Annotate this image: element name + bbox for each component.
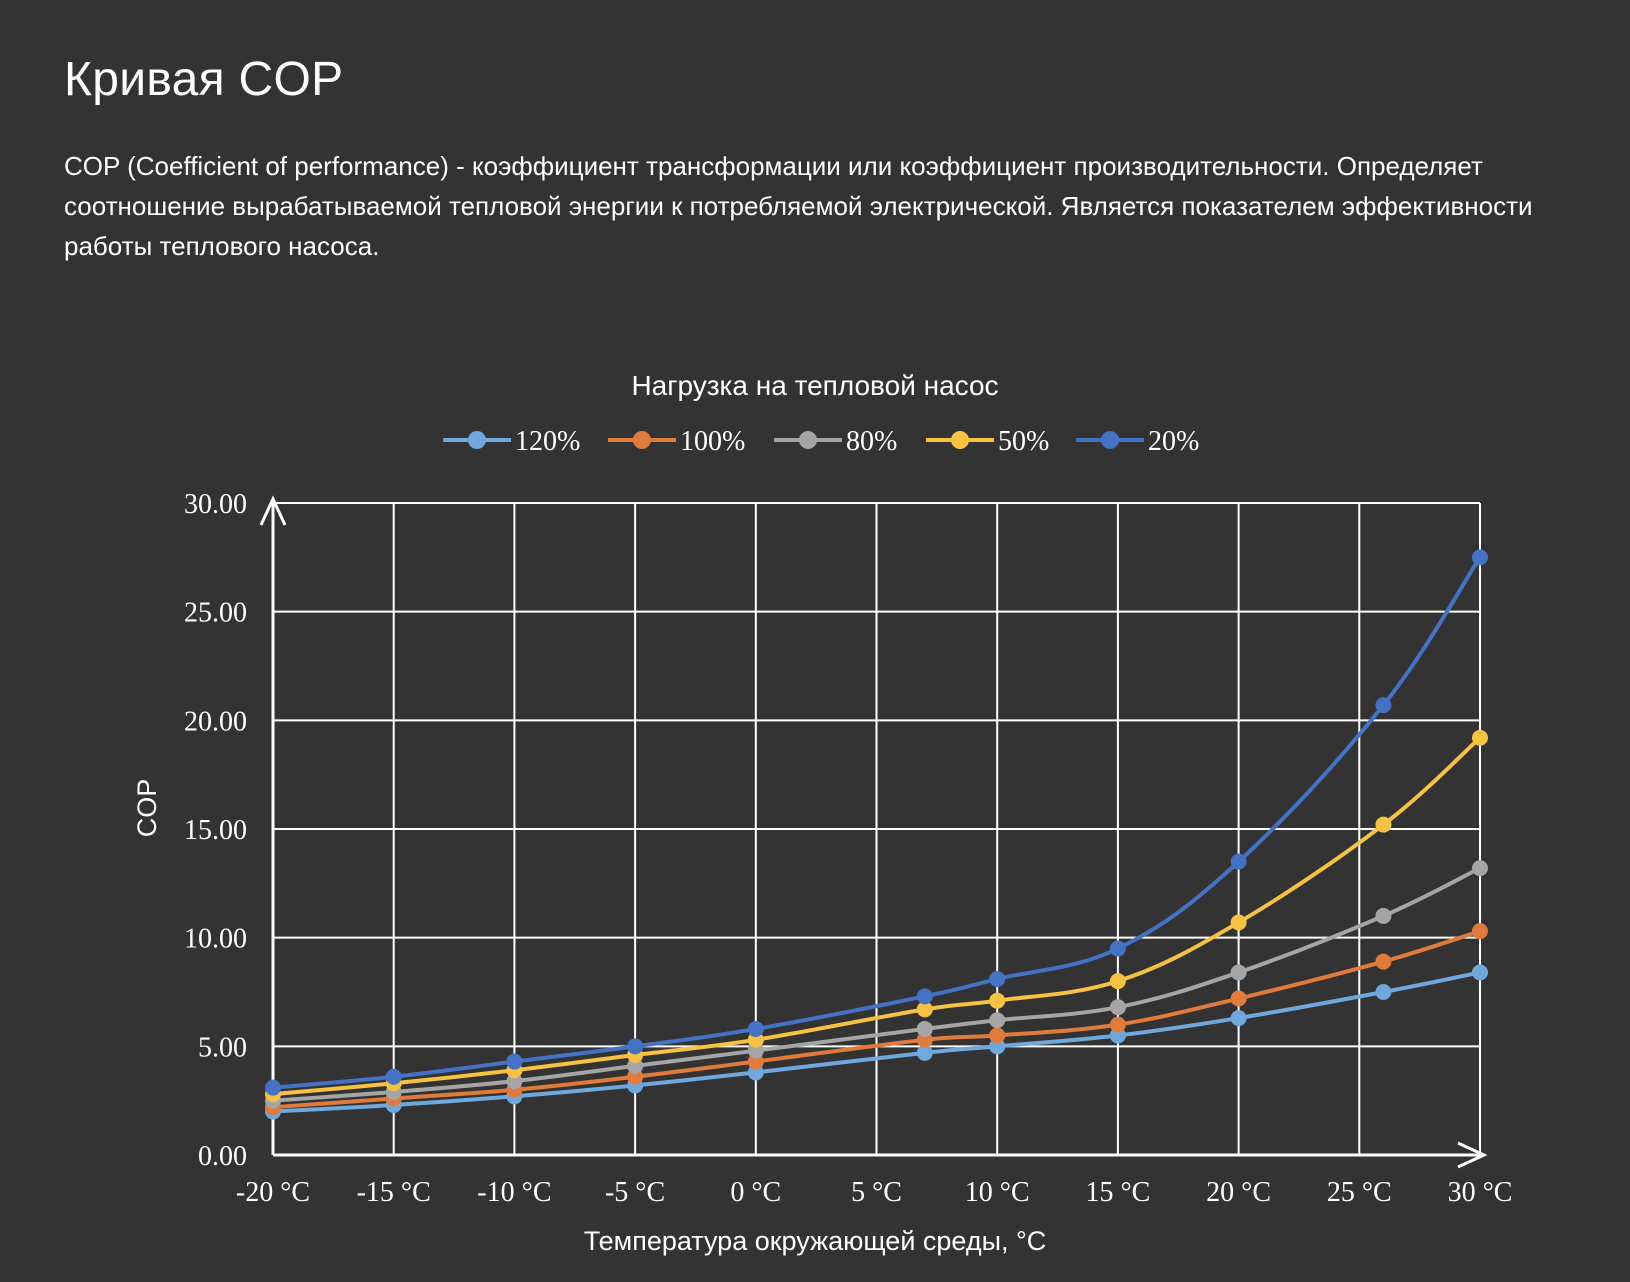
x-tick-label: 5 °C bbox=[851, 1177, 902, 1208]
y-tick-label: 5.00 bbox=[198, 1032, 247, 1063]
data-point bbox=[1230, 964, 1247, 981]
data-point bbox=[1109, 1016, 1126, 1033]
series-line bbox=[272, 929, 1481, 1110]
x-tick-label: 30 °C bbox=[1448, 1177, 1513, 1208]
y-tick-label: 20.00 bbox=[184, 706, 247, 737]
y-tick-label: 30.00 bbox=[184, 489, 247, 520]
data-point bbox=[265, 1079, 281, 1096]
data-point bbox=[916, 1001, 933, 1018]
x-tick-label: -10 °C bbox=[477, 1177, 551, 1208]
legend-marker bbox=[799, 431, 817, 449]
x-axis-label: Температура окружающей среды, °C bbox=[584, 1226, 1047, 1256]
data-point bbox=[1375, 907, 1392, 924]
y-tick-label: 0.00 bbox=[198, 1141, 247, 1172]
y-tick-label: 15.00 bbox=[184, 815, 247, 846]
data-point bbox=[916, 1044, 933, 1061]
y-tick-labels: 0.00 5.00 10.00 15.00 20.00 25.00 30.00 bbox=[184, 489, 247, 1172]
data-point bbox=[627, 1038, 644, 1055]
y-axis-arrow bbox=[259, 495, 287, 526]
y-tick-label: 25.00 bbox=[184, 598, 247, 629]
data-point bbox=[989, 1027, 1006, 1044]
legend-label: 80% bbox=[846, 426, 897, 457]
data-point bbox=[916, 988, 933, 1005]
legend-label: 120% bbox=[515, 426, 580, 457]
legend-marker bbox=[951, 431, 969, 449]
data-point bbox=[916, 1020, 933, 1037]
chart-legend: 120% 100% 80% 50% 20% bbox=[443, 426, 1199, 457]
legend-label: 50% bbox=[998, 426, 1049, 457]
x-tick-label: 15 °C bbox=[1085, 1177, 1150, 1208]
data-point bbox=[1109, 973, 1126, 990]
data-point bbox=[1472, 549, 1488, 566]
chart-title: Нагрузка на тепловой насос bbox=[631, 370, 998, 401]
y-tick-label: 10.00 bbox=[184, 924, 247, 955]
x-tick-label: -15 °C bbox=[357, 1177, 431, 1208]
page-description: COP (Coefficient of performance) - коэфф… bbox=[64, 151, 1533, 261]
data-point bbox=[1230, 914, 1247, 931]
x-tick-label: 10 °C bbox=[965, 1177, 1030, 1208]
data-point bbox=[1472, 729, 1488, 746]
data-point bbox=[989, 970, 1006, 987]
data-point bbox=[1472, 860, 1488, 877]
axes bbox=[259, 495, 1488, 1169]
data-point bbox=[506, 1053, 523, 1070]
data-point bbox=[1472, 964, 1488, 981]
data-point bbox=[1375, 984, 1392, 1000]
series-20pct bbox=[265, 549, 1488, 1096]
x-tick-label: 20 °C bbox=[1206, 1177, 1271, 1208]
data-point bbox=[1230, 853, 1247, 870]
x-tick-label: -5 °C bbox=[605, 1177, 665, 1208]
data-point bbox=[989, 992, 1006, 1009]
data-point bbox=[1472, 923, 1488, 940]
series-lines bbox=[265, 549, 1488, 1120]
data-point bbox=[1375, 816, 1392, 833]
legend-marker bbox=[468, 431, 486, 449]
legend-label: 20% bbox=[1148, 426, 1199, 457]
data-point bbox=[747, 1020, 764, 1037]
legend-item: 100% bbox=[608, 426, 745, 457]
x-tick-label: -20 °C bbox=[236, 1177, 310, 1208]
page-title: Кривая COP bbox=[64, 53, 344, 106]
data-point bbox=[1375, 697, 1392, 714]
legend-marker bbox=[633, 431, 651, 449]
data-point bbox=[1109, 940, 1126, 957]
series-line bbox=[272, 866, 1481, 1103]
legend-item: 20% bbox=[1076, 426, 1199, 457]
legend-item: 80% bbox=[774, 426, 897, 457]
data-point bbox=[1109, 999, 1126, 1016]
legend-label: 100% bbox=[680, 426, 745, 457]
x-tick-labels: -20 °C -15 °C -10 °C -5 °C 0 °C 5 °C 10 °C 15 °… bbox=[236, 1177, 1513, 1208]
x-axis-arrow bbox=[1457, 1141, 1488, 1169]
legend-item: 120% bbox=[443, 426, 580, 457]
data-point bbox=[1375, 953, 1392, 970]
x-tick-label: 25 °C bbox=[1327, 1177, 1392, 1208]
x-tick-label: 0 °C bbox=[730, 1177, 781, 1208]
legend-marker bbox=[1101, 431, 1119, 449]
data-point bbox=[1230, 1010, 1247, 1027]
legend-item: 50% bbox=[926, 426, 1049, 457]
data-point bbox=[1230, 990, 1247, 1007]
y-axis-label: COP bbox=[132, 779, 162, 838]
series-line bbox=[272, 970, 1481, 1114]
data-point bbox=[989, 1012, 1006, 1029]
data-point bbox=[385, 1068, 402, 1085]
